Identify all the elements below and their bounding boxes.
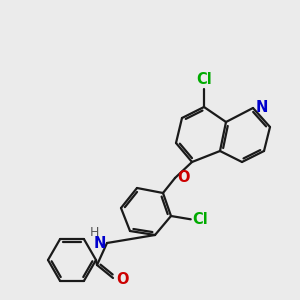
Text: N: N xyxy=(256,100,268,115)
Text: Cl: Cl xyxy=(196,72,212,87)
Text: O: O xyxy=(177,170,190,185)
Text: H: H xyxy=(89,226,99,239)
Text: N: N xyxy=(94,236,106,250)
Text: Cl: Cl xyxy=(193,212,208,227)
Text: O: O xyxy=(116,272,128,286)
